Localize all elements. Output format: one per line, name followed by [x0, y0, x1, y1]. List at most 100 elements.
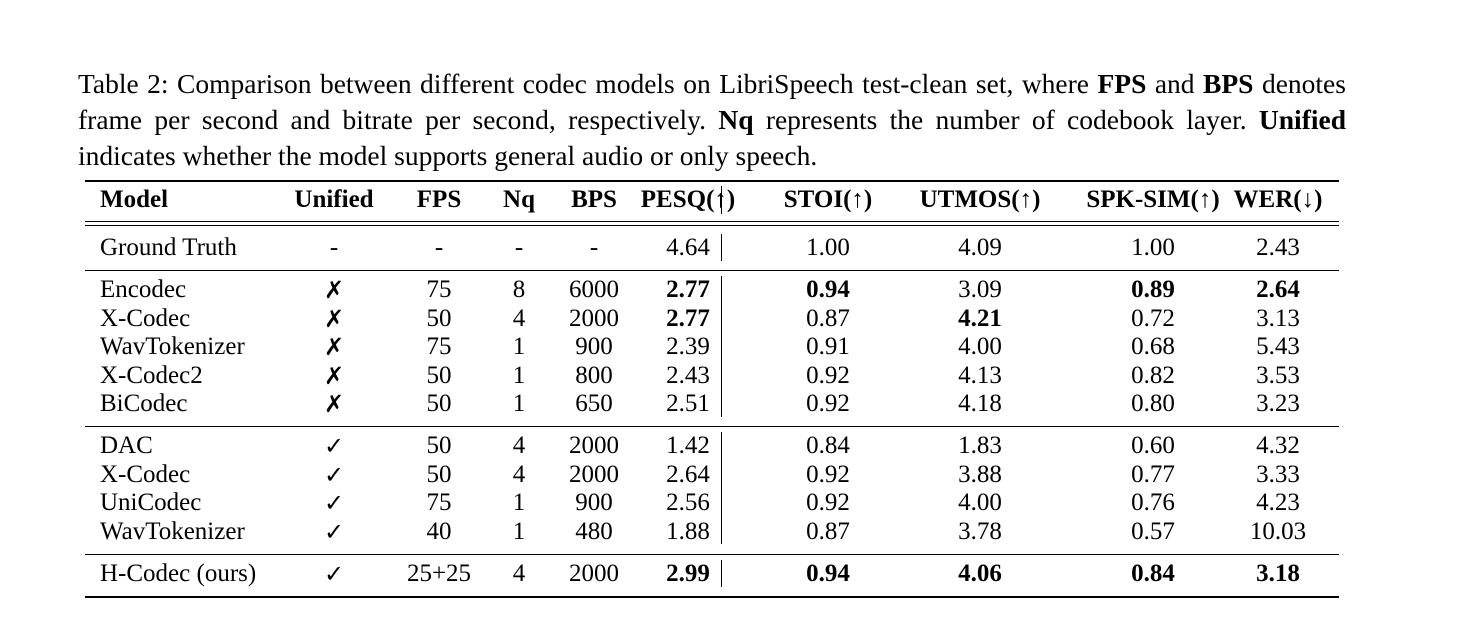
cell-utmos: 1.83 — [958, 432, 1002, 459]
table-row: BiCodec ✗ 50 1 650 2.51 0.92 4.18 0.80 3.23 — [85, 390, 1339, 418]
cell-spk-sim: 0.84 — [1131, 560, 1175, 587]
cell-wer: 2.64 — [1256, 276, 1300, 303]
header-stoi: STOI(↑) — [783, 186, 873, 213]
cell-pesq: 4.64 — [666, 234, 710, 261]
cell-bps: - — [589, 234, 599, 261]
cell-fps: 50 — [426, 432, 452, 459]
comparison-table: Model Unified FPS Nq BPS PESQ(↑) STOI(↑) UTMOS(… — [85, 180, 1339, 598]
cell-unified: ✓ — [323, 489, 345, 518]
table-row: WavTokenizer ✗ 75 1 900 2.39 0.91 4.00 0.68 5.43 — [85, 333, 1339, 361]
cell-spk-sim: 1.00 — [1131, 234, 1175, 261]
cell-nq: 4 — [512, 304, 526, 332]
cell-pesq: 2.77 — [666, 304, 710, 332]
cell-nq: 1 — [512, 489, 526, 517]
cell-utmos: 4.21 — [958, 304, 1002, 332]
header-wer: WER(↓) — [1233, 186, 1323, 213]
cell-model: BiCodec — [100, 390, 188, 418]
cell-utmos: 3.78 — [958, 517, 1002, 545]
cell-utmos: 4.18 — [958, 390, 1002, 418]
header-fps: FPS — [416, 186, 462, 213]
cell-pesq: 2.64 — [666, 460, 710, 488]
header-unified: Unified — [294, 186, 374, 213]
cell-pesq: 2.39 — [666, 333, 710, 361]
header-rule — [85, 221, 1339, 223]
cell-spk-sim: 0.76 — [1131, 489, 1175, 517]
header-nq: Nq — [503, 186, 535, 213]
table-row: WavTokenizer ✓ 40 1 480 1.88 0.87 3.78 0.57 10.03 — [85, 518, 1339, 546]
cell-unified: ✓ — [323, 560, 345, 588]
cell-spk-sim: 0.57 — [1131, 517, 1175, 545]
caption-term-bps: BPS — [1203, 67, 1254, 99]
cell-bps: 650 — [575, 390, 613, 418]
table-row: Ground Truth - - - - 4.64 1.00 4.09 1.00 2.43 — [85, 234, 1339, 262]
cell-nq: 4 — [512, 432, 526, 459]
cell-utmos: 4.06 — [958, 560, 1002, 587]
cell-model: DAC — [100, 432, 153, 459]
cell-spk-sim: 0.89 — [1131, 276, 1175, 303]
cell-unified: ✓ — [323, 460, 345, 489]
cell-unified: ✓ — [323, 432, 345, 460]
header-rule — [85, 225, 1339, 227]
cell-bps: 2000 — [569, 304, 619, 332]
column-separator — [721, 234, 723, 261]
header-bps: BPS — [571, 186, 617, 213]
cell-bps: 2000 — [569, 460, 619, 488]
cell-fps: 50 — [426, 390, 452, 418]
cell-bps: 900 — [575, 333, 613, 361]
cell-unified: ✗ — [323, 390, 345, 419]
cell-pesq: 2.43 — [666, 361, 710, 389]
header-pesq: PESQ(↑) — [640, 186, 736, 213]
cell-bps: 2000 — [569, 432, 619, 459]
cell-utmos: 3.09 — [958, 276, 1002, 303]
cell-unified: ✗ — [323, 361, 345, 390]
cell-fps: 75 — [426, 489, 452, 517]
table-row: Encodec ✗ 75 8 6000 2.77 0.94 3.09 0.89 2.64 — [85, 276, 1339, 304]
cell-stoi: 0.92 — [806, 390, 850, 418]
cell-spk-sim: 0.82 — [1131, 361, 1175, 389]
cell-wer: 5.43 — [1256, 333, 1300, 361]
cell-nq: 1 — [512, 517, 526, 545]
cell-bps: 2000 — [569, 560, 619, 587]
cell-wer: 3.18 — [1256, 560, 1300, 587]
cell-wer: 3.23 — [1256, 390, 1300, 418]
cell-pesq: 1.88 — [666, 517, 710, 545]
group-rule — [85, 426, 1339, 428]
cell-fps: 50 — [426, 460, 452, 488]
cell-nq: 1 — [512, 390, 526, 418]
cell-model: Encodec — [100, 276, 187, 303]
cell-stoi: 0.87 — [806, 304, 850, 332]
cell-fps: 75 — [426, 333, 452, 361]
cell-stoi: 1.00 — [806, 234, 850, 261]
cell-pesq: 1.42 — [666, 432, 710, 459]
table-row: H-Codec (ours) ✓ 25+25 4 2000 2.99 0.94 4.06 0.8… — [85, 560, 1339, 588]
caption-term-nq: Nq — [718, 103, 754, 135]
caption-term-unified: Unified — [1258, 103, 1346, 135]
cell-wer: 3.53 — [1256, 361, 1300, 389]
cell-utmos: 4.00 — [958, 489, 1002, 517]
cell-stoi: 0.91 — [806, 333, 850, 361]
cell-fps: - — [434, 234, 444, 261]
cell-utmos: 4.13 — [958, 361, 1002, 389]
cell-stoi: 0.92 — [806, 489, 850, 517]
cell-spk-sim: 0.68 — [1131, 333, 1175, 361]
cell-spk-sim: 0.77 — [1131, 460, 1175, 488]
cell-utmos: 3.88 — [958, 460, 1002, 488]
cell-stoi: 0.94 — [806, 560, 850, 587]
cell-bps: 800 — [575, 361, 613, 389]
cell-spk-sim: 0.60 — [1131, 432, 1175, 459]
cell-stoi: 0.87 — [806, 517, 850, 545]
column-separator — [721, 186, 723, 214]
cell-nq: 1 — [512, 333, 526, 361]
column-separator — [721, 432, 723, 545]
cell-spk-sim: 0.80 — [1131, 390, 1175, 418]
table-row: X-Codec ✓ 50 4 2000 2.64 0.92 3.88 0.77 3.33 — [85, 461, 1339, 489]
header-utmos: UTMOS(↑) — [919, 186, 1041, 213]
table-row: UniCodec ✓ 75 1 900 2.56 0.92 4.00 0.76 4.23 — [85, 489, 1339, 517]
table-header-row: Model Unified FPS Nq BPS PESQ(↑) STOI(↑) UTMOS(… — [85, 186, 1339, 214]
cell-utmos: 4.09 — [958, 234, 1002, 261]
cell-model: X-Codec2 — [100, 361, 203, 389]
cell-fps: 50 — [426, 361, 452, 389]
cell-pesq: 2.51 — [666, 390, 710, 418]
cell-stoi: 0.92 — [806, 460, 850, 488]
table-caption: Table 2: Comparison between different co… — [78, 67, 1346, 171]
